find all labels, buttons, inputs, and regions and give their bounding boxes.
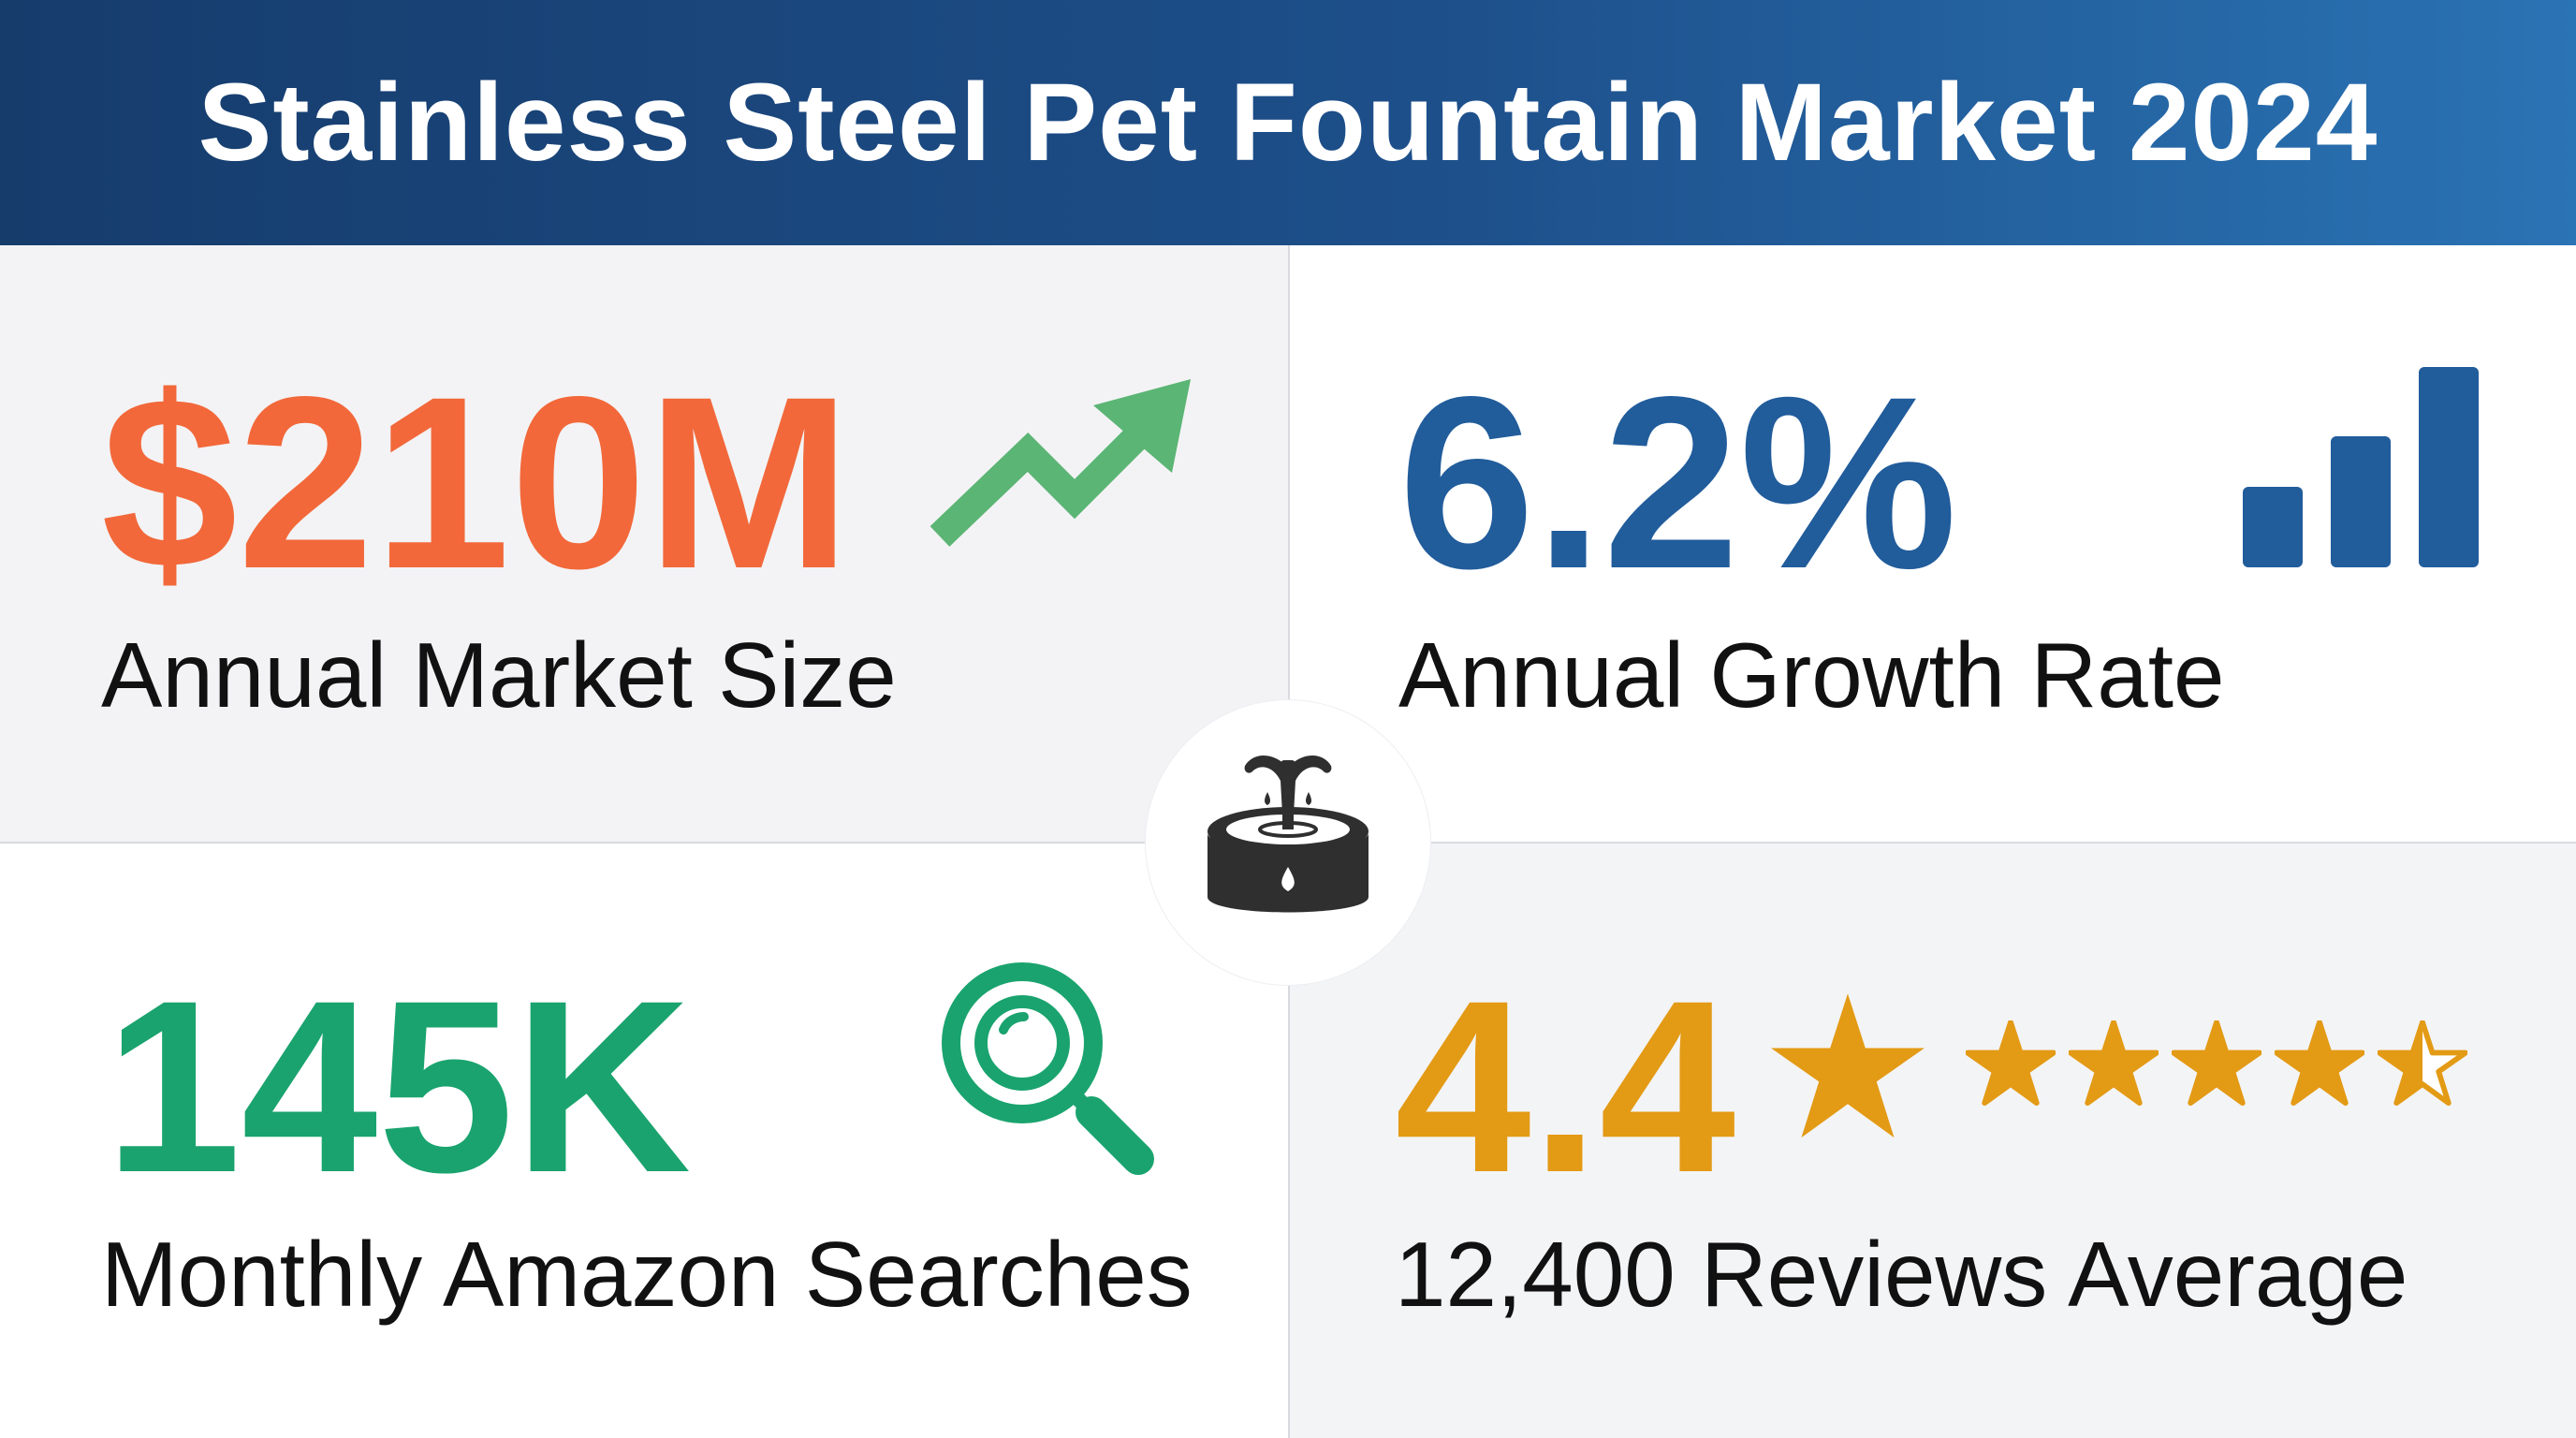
growth-rate-value: 6.2% (1398, 345, 1958, 620)
growth-rate-label: Annual Growth Rate (1398, 624, 2225, 726)
title-banner: Stainless Steel Pet Fountain Market 2024 (0, 0, 2576, 245)
searches-panel (0, 844, 1288, 1438)
rating-star-1 (1966, 1020, 2056, 1107)
rating-stars (1966, 1020, 2481, 1107)
market-size-label: Annual Market Size (101, 624, 897, 726)
market-size-value: $210M (101, 345, 852, 620)
bar-chart-icon (2243, 367, 2479, 567)
rating-panel (1290, 844, 2576, 1438)
rating-star-3 (2172, 1020, 2261, 1107)
trend-up-arrow-icon (929, 379, 1191, 547)
searches-label: Monthly Amazon Searches (101, 1223, 1193, 1326)
rating-star-4 (2275, 1020, 2364, 1107)
rating-value: 4.4 (1395, 949, 1736, 1224)
star-icon (1771, 993, 1925, 1138)
magnifier-icon (942, 962, 1154, 1175)
rating-star-5 (2378, 1020, 2467, 1107)
rating-star-2 (2069, 1020, 2159, 1107)
market-size-panel (0, 245, 1288, 842)
pet-fountain-icon (1208, 756, 1368, 913)
rating-label: 12,400 Reviews Average (1395, 1223, 2408, 1326)
searches-value: 145K (105, 949, 692, 1224)
page-title: Stainless Steel Pet Fountain Market 2024 (198, 61, 2378, 184)
